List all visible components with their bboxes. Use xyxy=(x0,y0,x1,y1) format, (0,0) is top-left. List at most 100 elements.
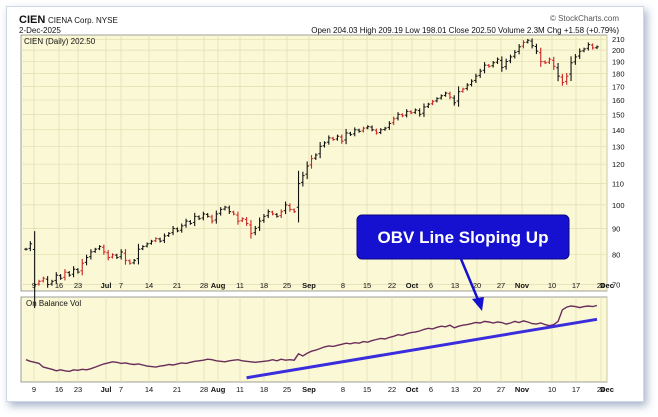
ohlc-bar xyxy=(521,40,526,49)
price-bars xyxy=(24,38,599,309)
price-tick-label: 130 xyxy=(612,142,625,151)
ohlc-bar xyxy=(448,91,452,100)
ohlc-bar xyxy=(218,207,223,216)
ohlc-bar xyxy=(569,56,573,82)
ohlc-bar xyxy=(400,113,405,118)
ohlc-bar xyxy=(244,217,249,226)
ohlc-bar xyxy=(236,211,240,225)
ohlc-bar xyxy=(551,56,556,70)
company-name: CIENA Corp. NYSE xyxy=(48,16,118,25)
ohlc-bar xyxy=(404,109,409,118)
ohlc-bar xyxy=(32,231,37,309)
price-x-tick-label: 10 xyxy=(548,281,556,290)
ohlc-bar xyxy=(292,208,296,214)
symbol: CIEN xyxy=(19,14,45,26)
ohlc-bar xyxy=(322,141,327,148)
obv-x-tick-label: 27 xyxy=(497,385,505,394)
price-x-tick-label: 7 xyxy=(119,281,123,290)
price-tick-label: 70 xyxy=(612,281,620,290)
ohlc-bar xyxy=(296,170,301,223)
ohlc-bar xyxy=(461,87,465,93)
ohlc-bar xyxy=(153,237,158,243)
obv-x-tick-label: 8 xyxy=(341,385,345,394)
ohlc-bar xyxy=(145,242,149,248)
price-x-tick-label: Sep xyxy=(302,281,316,290)
price-x-tick-label: 27 xyxy=(497,281,505,290)
price-tick-label: 180 xyxy=(612,70,625,79)
ohlc-bar xyxy=(97,245,102,251)
ohlc-bar xyxy=(288,203,292,212)
price-x-tick-label: 20 xyxy=(473,281,481,290)
price-x-tick-label: 24 xyxy=(597,281,605,290)
ohlc-bar xyxy=(102,244,106,255)
price-x-tick-label: Nov xyxy=(515,281,530,290)
ohlc-bar xyxy=(63,269,67,281)
ohlc-bar xyxy=(413,108,418,114)
price-x-tick-label: 23 xyxy=(74,281,82,290)
ohlc-bar xyxy=(487,63,491,68)
ohlc-bar xyxy=(560,73,565,86)
ohlc-bar xyxy=(119,249,123,260)
price-x-tick-label: 18 xyxy=(260,281,268,290)
ohlc-bar xyxy=(28,241,33,252)
obv-x-tick-label: Aug xyxy=(211,385,226,394)
obv-panel xyxy=(20,296,608,383)
ohlc-bar xyxy=(179,223,184,233)
ohlc-bar xyxy=(262,213,266,223)
price-x-tick-label: 6 xyxy=(429,281,433,290)
ohlc-bar xyxy=(227,205,232,214)
ohlc-bar xyxy=(547,57,552,64)
ohlc-bar xyxy=(443,91,448,97)
ohlc-bar xyxy=(45,276,50,288)
obv-x-tick-label: 16 xyxy=(55,385,63,394)
ohlc-bar xyxy=(452,95,457,106)
ohlc-bar xyxy=(301,171,305,187)
ohlc-bar xyxy=(89,249,93,260)
source-credit: © StockCharts.com xyxy=(550,14,619,23)
ohlc-bar xyxy=(374,128,379,135)
ohlc-bar xyxy=(370,125,374,132)
price-tick-label: 120 xyxy=(612,160,625,169)
ohlc-bar xyxy=(534,43,539,55)
ohlc-bar xyxy=(586,42,591,51)
ohlc-bar xyxy=(556,62,560,82)
ohlc-bar xyxy=(305,161,309,180)
obv-x-tick-label: 11 xyxy=(236,385,244,394)
ohlc-bar xyxy=(140,245,145,251)
ohlc-bar xyxy=(508,54,513,64)
obv-x-tick-label: Dec xyxy=(600,385,614,394)
price-panel-label: CIEN (Daily) 202.50 xyxy=(24,37,96,46)
price-x-tick-label: Aug xyxy=(211,281,226,290)
ohlc-bar xyxy=(314,153,318,160)
obv-x-tick-label: 15 xyxy=(363,385,371,394)
ohlc-bar xyxy=(530,38,534,49)
ohlc-bar xyxy=(115,253,119,259)
ohlc-bar xyxy=(279,209,284,218)
stock-chart: CIEN CIENA Corp. NYSE 2-Dec-2025 © Stock… xyxy=(19,14,625,394)
price-x-tick-label: 16 xyxy=(55,281,63,290)
ohlc-bar xyxy=(24,247,28,251)
ohlc-bar xyxy=(309,155,314,169)
ohlc-bar xyxy=(132,258,136,265)
price-tick-label: 190 xyxy=(612,58,625,67)
obv-x-tick-label: 25 xyxy=(283,385,291,394)
price-x-tick-label: 8 xyxy=(341,281,345,290)
ohlc-bar xyxy=(577,48,582,59)
ohlc-bar xyxy=(80,258,85,276)
ohlc-bar xyxy=(426,102,431,109)
obv-x-tick-label: 14 xyxy=(145,385,153,394)
obv-x-tick-label: Oct xyxy=(406,385,419,394)
ohlc-bar xyxy=(327,135,331,145)
ohlc-bar xyxy=(491,60,495,68)
ohlc-bar xyxy=(348,131,353,136)
price-x-tick-label: Jul xyxy=(101,281,112,290)
ohlc-bar xyxy=(54,272,59,284)
ohlc-bar xyxy=(417,108,422,117)
chart-date: 2-Dec-2025 xyxy=(19,26,61,35)
obv-x-tick-label: Jul xyxy=(101,385,112,394)
price-tick-label: 160 xyxy=(612,96,625,105)
price-x-tick-label: 28 xyxy=(200,281,208,290)
ohlc-bar xyxy=(67,271,72,277)
obv-x-axis: 9 16 23 Jul 7 14 21 28 Aug 11 18 25 Sep 8 15 22 Oct 6 13 20… xyxy=(32,385,614,394)
ohlc-bar xyxy=(525,38,530,44)
